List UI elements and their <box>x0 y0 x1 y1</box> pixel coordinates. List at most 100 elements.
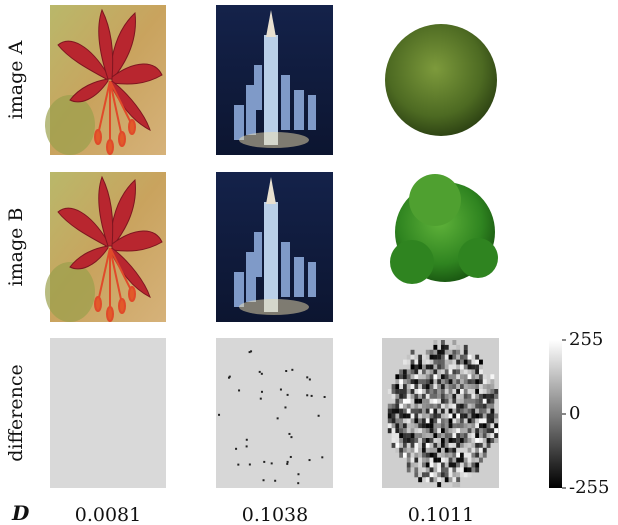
noise-pixel <box>433 364 438 370</box>
noise-pixel <box>444 349 449 355</box>
noise-pixel <box>471 413 476 419</box>
noise-pixel <box>399 413 404 419</box>
noise-pixel <box>429 413 434 419</box>
noise-pixel <box>448 452 453 458</box>
noise-pixel <box>448 354 453 360</box>
noise-pixel <box>448 384 453 390</box>
noise-pixel <box>444 344 449 350</box>
noise-pixel <box>418 438 423 443</box>
noise-pixel <box>463 403 468 409</box>
noise-pixel <box>471 423 476 429</box>
noise-pixel <box>410 359 415 365</box>
noise-pixel <box>399 398 404 404</box>
noise-pixel <box>433 423 438 429</box>
noise-pixel <box>467 413 472 419</box>
noise-pixel <box>479 389 483 394</box>
noise-pixel <box>399 379 404 385</box>
noise-pixel <box>422 452 426 458</box>
noise-pixel <box>494 389 499 394</box>
noise-pixel <box>403 374 407 380</box>
noise-pixel <box>429 462 434 468</box>
noise-pixel <box>306 376 309 379</box>
noise-pixel <box>433 428 438 434</box>
noise-pixel <box>460 374 464 380</box>
noise-pixel <box>475 364 480 370</box>
noise-pixel <box>463 433 468 439</box>
noise-pixel <box>406 359 411 365</box>
noise-pixel <box>482 438 487 443</box>
noise-pixel <box>463 462 468 468</box>
noise-pixel <box>410 364 415 370</box>
noise-pixel <box>463 384 468 390</box>
noise-pixel <box>448 418 453 424</box>
noise-pixel <box>444 418 449 424</box>
noise-pixel <box>460 438 464 443</box>
noise-pixel <box>486 428 491 434</box>
noise-pixel <box>448 438 453 443</box>
noise-pixel <box>444 374 449 380</box>
noise-pixel <box>422 438 426 443</box>
noise-pixel <box>406 413 411 419</box>
noise-pixel <box>456 403 461 409</box>
noise-pixel <box>456 447 461 453</box>
noise-pixel <box>441 447 445 453</box>
noise-pixel <box>490 433 495 439</box>
noise-pixel <box>403 423 407 429</box>
noise-pixel <box>482 452 487 458</box>
noise-pixel <box>414 364 419 370</box>
noise-pixel <box>422 403 426 409</box>
noise-pixel <box>259 397 262 400</box>
noise-pixel <box>429 374 434 380</box>
noise-pixel <box>467 389 472 394</box>
noise-pixel <box>482 408 487 414</box>
noise-pixel <box>437 423 442 429</box>
noise-pixel <box>482 418 487 424</box>
noise-pixel <box>399 389 404 394</box>
noise-pixel <box>387 418 392 424</box>
noise-pixel <box>444 413 449 419</box>
noise-pixel <box>482 374 487 380</box>
noise-pixel <box>418 403 423 409</box>
noise-pixel <box>406 467 411 473</box>
noise-pixel <box>441 389 445 394</box>
noise-pixel <box>418 354 423 360</box>
noise-pixel <box>414 374 419 380</box>
noise-pixel <box>433 349 438 355</box>
noise-pixel <box>482 442 487 448</box>
noise-pixel <box>410 403 415 409</box>
noise-pixel <box>422 462 426 468</box>
noise-pixel <box>414 457 419 463</box>
noise-pixel <box>433 452 438 458</box>
noise-pixel <box>475 423 480 429</box>
noise-pixel <box>227 376 230 379</box>
noise-pixel <box>467 452 472 458</box>
noise-pixel <box>395 398 400 404</box>
noise-pixel <box>425 364 430 370</box>
noise-pixel <box>452 369 457 375</box>
noise-pixel <box>418 423 423 429</box>
noise-pixel <box>437 418 442 424</box>
noise-pixel <box>448 413 453 419</box>
noise-pixel <box>437 447 442 453</box>
noise-pixel <box>429 477 434 483</box>
noise-pixel <box>410 447 415 453</box>
noise-pixel <box>452 398 457 404</box>
noise-pixel <box>441 423 445 429</box>
noise-pixel <box>391 408 396 414</box>
noise-pixel <box>475 433 480 439</box>
noise-pixel <box>437 428 442 434</box>
noise-pixel <box>452 349 457 355</box>
noise-pixel <box>410 413 415 419</box>
noise-pixel <box>490 384 495 390</box>
noise-pixel <box>452 482 457 488</box>
row-label: image A <box>5 40 27 119</box>
noise-pixel <box>456 344 461 350</box>
noise-pixel <box>395 433 400 439</box>
noise-pixel <box>414 413 419 419</box>
colorbar-tick-label: 0 <box>569 403 580 424</box>
noise-pixel <box>437 384 442 390</box>
noise-pixel <box>425 447 430 453</box>
noise-pixel <box>297 482 300 485</box>
noise-pixel <box>391 423 396 429</box>
noise-pixel <box>286 462 289 465</box>
